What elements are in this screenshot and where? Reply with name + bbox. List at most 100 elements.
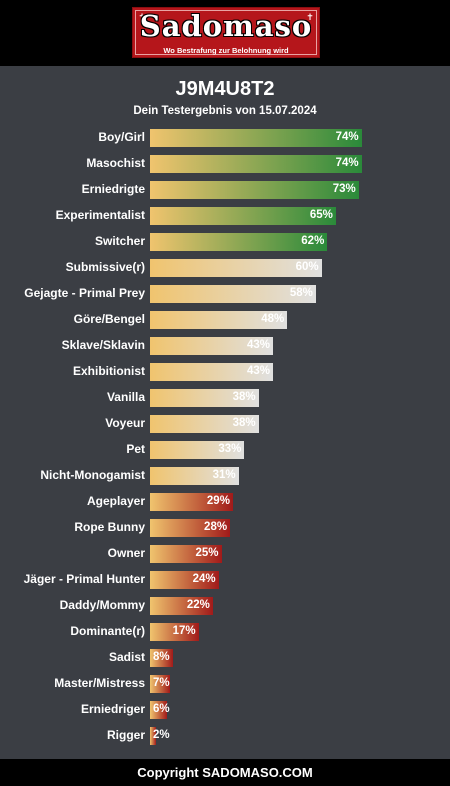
bar-label: Submissive(r) — [65, 260, 145, 274]
bar: 73% — [150, 181, 359, 199]
bar-row: Erniedrigte 73% — [0, 180, 450, 200]
cross-icon: ✝ — [138, 12, 146, 22]
bar-value-label: 48% — [261, 313, 285, 325]
bar: 28% — [150, 519, 231, 537]
bar-label: Dominante(r) — [70, 624, 145, 638]
bar-label: Masochist — [86, 156, 145, 170]
bar-value-label: 29% — [206, 495, 230, 507]
bar-label: Switcher — [94, 234, 145, 248]
bar-label: Vanilla — [106, 390, 145, 404]
bar-row: Erniedriger 6% — [0, 700, 450, 720]
bar-row: Daddy/Mommy 22% — [0, 596, 450, 616]
bar-value-label: 43% — [246, 365, 270, 377]
bar-value-label: 24% — [192, 573, 216, 585]
bar-row: Master/Mistress 7% — [0, 674, 450, 694]
bar-value-label: 74% — [335, 131, 359, 143]
bar-row: Owner 25% — [0, 544, 450, 564]
bar-value-label: 65% — [309, 209, 333, 221]
bar-label: Master/Mistress — [54, 676, 145, 690]
logo[interactable]: ✝ ✝ Sadomaso Wo Bestrafung zur Belohnung… — [132, 7, 320, 58]
bar-row: Switcher 62% — [0, 232, 450, 252]
bar-row: Voyeur 38% — [0, 414, 450, 434]
logo-subtitle: Wo Bestrafung zur Belohnung wird — [163, 46, 289, 55]
bar-label: Voyeur — [105, 416, 145, 430]
bar: 7% — [150, 675, 171, 693]
bar-value-label: 2% — [153, 729, 170, 741]
bar-row: Jäger - Primal Hunter 24% — [0, 570, 450, 590]
bar-row: Pet 33% — [0, 440, 450, 460]
result-subtitle: Dein Testergebnis von 15.07.2024 — [133, 105, 317, 117]
bar-value-label: 17% — [172, 625, 196, 637]
bar-label: Exhibitionist — [73, 364, 145, 378]
bar: 60% — [150, 259, 322, 277]
bar-value-label: 28% — [204, 521, 228, 533]
bar-value-label: 43% — [246, 339, 270, 351]
bar: 74% — [150, 129, 362, 147]
bar: 65% — [150, 207, 336, 225]
bar-value-label: 6% — [153, 703, 170, 715]
bar: 17% — [150, 623, 199, 641]
bar-row: Sklave/Sklavin 43% — [0, 336, 450, 356]
bar-value-label: 73% — [332, 183, 356, 195]
bar-value-label: 31% — [212, 469, 236, 481]
bar-value-label: 60% — [295, 261, 319, 273]
logo-title: Sadomaso — [139, 9, 313, 43]
bar-label: Rope Bunny — [74, 520, 145, 534]
bar-row: Vanilla 38% — [0, 388, 450, 408]
bar: 62% — [150, 233, 328, 251]
bar: 38% — [150, 389, 259, 407]
bar-value-label: 7% — [153, 677, 170, 689]
bar-label: Rigger — [106, 728, 145, 742]
bar: 43% — [150, 337, 273, 355]
cross-icon: ✝ — [306, 12, 314, 22]
bar-row: Gejagte - Primal Prey 58% — [0, 284, 450, 304]
bar: 58% — [150, 285, 316, 303]
bar: 6% — [150, 701, 170, 719]
bar-label: Daddy/Mommy — [59, 598, 145, 612]
bar: 33% — [150, 441, 245, 459]
bar-row: Submissive(r) 60% — [0, 258, 450, 278]
bar: 2% — [150, 727, 170, 745]
bar-row: Ageplayer 29% — [0, 492, 450, 512]
bar: 43% — [150, 363, 273, 381]
bar-label: Sklave/Sklavin — [61, 338, 145, 352]
bar: 8% — [150, 649, 173, 667]
bar-row: Göre/Bengel 48% — [0, 310, 450, 330]
bar: 38% — [150, 415, 259, 433]
bar: 22% — [150, 597, 213, 615]
bar-value-label: 58% — [289, 287, 313, 299]
copyright-text: Copyright SADOMASO.COM — [137, 765, 313, 780]
bar-row: Boy/Girl 74% — [0, 128, 450, 148]
bar-row: Rope Bunny 28% — [0, 518, 450, 538]
bar-value-label: 33% — [218, 443, 242, 455]
bar-row: Exhibitionist 43% — [0, 362, 450, 382]
bar-label: Nicht-Monogamist — [40, 468, 145, 482]
bar-label: Pet — [126, 442, 145, 456]
bar-row: Rigger 2% — [0, 726, 450, 746]
bar: 25% — [150, 545, 222, 563]
bar: 29% — [150, 493, 233, 511]
bar: 74% — [150, 155, 362, 173]
bar-label: Erniedriger — [80, 702, 145, 716]
bar-label: Jäger - Primal Hunter — [23, 572, 145, 586]
result-title: J9M4U8T2 — [175, 78, 275, 100]
bar-label: Owner — [107, 546, 145, 560]
bar-value-label: 25% — [195, 547, 219, 559]
bar-label: Erniedrigte — [81, 182, 145, 196]
bar-label: Gejagte - Primal Prey — [24, 286, 145, 300]
header: ✝ ✝ Sadomaso Wo Bestrafung zur Belohnung… — [0, 0, 450, 66]
result-panel: J9M4U8T2 Dein Testergebnis von 15.07.202… — [0, 66, 450, 759]
bar-row: Nicht-Monogamist 31% — [0, 466, 450, 486]
bar-value-label: 62% — [301, 235, 325, 247]
bar-label: Experimentalist — [55, 208, 145, 222]
bar: 31% — [150, 467, 239, 485]
logo-frame — [135, 10, 317, 55]
bar-row: Sadist 8% — [0, 648, 450, 668]
bar-value-label: 38% — [232, 391, 256, 403]
bar-value-label: 38% — [232, 417, 256, 429]
bar-row: Masochist 74% — [0, 154, 450, 174]
bar-row: Dominante(r) 17% — [0, 622, 450, 642]
bar-label: Göre/Bengel — [73, 312, 145, 326]
bar: 48% — [150, 311, 288, 329]
bar-label: Boy/Girl — [98, 130, 145, 144]
